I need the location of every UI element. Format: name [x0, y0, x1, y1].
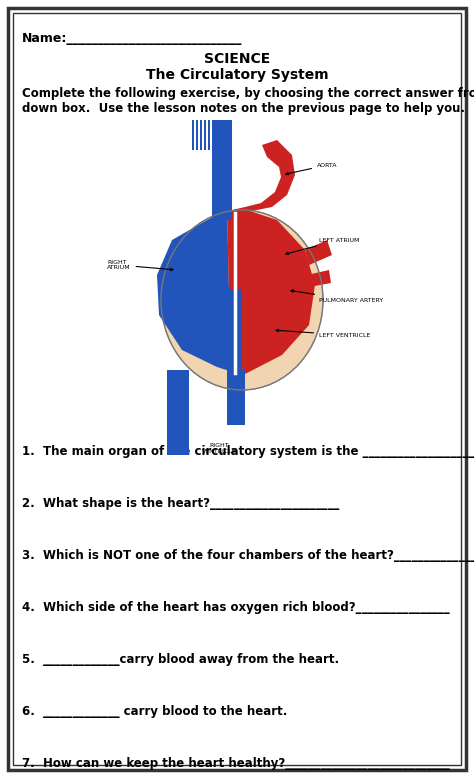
Bar: [192, 120, 194, 150]
Text: PULMONARY ARTERY: PULMONARY ARTERY: [291, 289, 383, 303]
Polygon shape: [305, 240, 332, 265]
Text: Complete the following exercise, by choosing the correct answer from the drop
do: Complete the following exercise, by choo…: [22, 87, 474, 115]
Polygon shape: [232, 140, 295, 212]
Text: 4.  Which side of the heart has oxygen rich blood?________________: 4. Which side of the heart has oxygen ri…: [22, 601, 450, 614]
Polygon shape: [219, 125, 229, 212]
Text: SCIENCE: SCIENCE: [204, 52, 270, 66]
Bar: [212, 120, 232, 220]
Text: RIGHT
ATRIUM: RIGHT ATRIUM: [107, 260, 173, 271]
Text: Name:____________________________: Name:____________________________: [22, 32, 242, 45]
Polygon shape: [227, 210, 315, 375]
Text: 5.  _____________carry blood away from the heart.: 5. _____________carry blood away from th…: [22, 653, 339, 666]
Text: LEFT ATRIUM: LEFT ATRIUM: [286, 237, 359, 254]
Text: 3.  Which is NOT one of the four chambers of the heart?________________: 3. Which is NOT one of the four chambers…: [22, 549, 474, 562]
Text: 7.  How can we keep the heart healthy?____________________________: 7. How can we keep the heart healthy?___…: [22, 757, 450, 770]
Bar: [200, 120, 202, 150]
Text: 1.  The main organ of the circulatory system is the ___________________.: 1. The main organ of the circulatory sys…: [22, 445, 474, 458]
Bar: [227, 370, 245, 425]
Bar: [167, 370, 189, 455]
Text: RIGHT
VENTRICLE: RIGHT VENTRICLE: [202, 443, 237, 454]
Text: 6.  _____________ carry blood to the heart.: 6. _____________ carry blood to the hear…: [22, 705, 287, 718]
Polygon shape: [157, 210, 242, 375]
Text: The Circulatory System: The Circulatory System: [146, 68, 328, 82]
Text: AORTA: AORTA: [286, 163, 337, 175]
Bar: [196, 120, 198, 150]
Text: 2.  What shape is the heart?______________________: 2. What shape is the heart?_____________…: [22, 497, 339, 510]
Text: LEFT VENTRICLE: LEFT VENTRICLE: [276, 329, 370, 338]
Bar: [204, 120, 206, 150]
Polygon shape: [307, 270, 331, 287]
Bar: [208, 120, 210, 150]
Ellipse shape: [161, 210, 323, 390]
